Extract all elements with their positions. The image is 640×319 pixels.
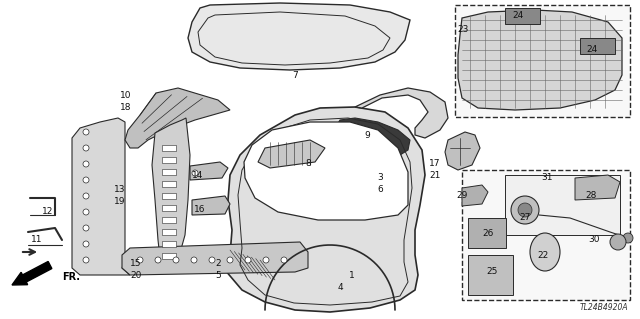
Text: 16: 16 [195,205,205,214]
Text: 9: 9 [364,130,370,139]
Bar [162,157,176,163]
Text: 8: 8 [305,159,311,167]
Text: 17: 17 [429,159,441,167]
Circle shape [192,170,198,176]
Circle shape [83,257,89,263]
Text: 23: 23 [458,26,468,34]
Circle shape [511,196,539,224]
Circle shape [155,257,161,263]
Polygon shape [122,242,308,275]
Circle shape [518,203,532,217]
Polygon shape [225,107,425,312]
Circle shape [83,241,89,247]
Polygon shape [355,88,448,138]
Text: 14: 14 [192,172,204,181]
Bar [455,5,630,117]
Text: FR.: FR. [62,272,80,282]
Text: 19: 19 [115,197,125,206]
Circle shape [83,193,89,199]
Bar [505,175,620,235]
Text: 1: 1 [349,271,355,280]
Bar [162,145,176,151]
Bar [580,38,615,54]
Polygon shape [445,132,480,170]
Ellipse shape [530,233,560,271]
Circle shape [191,257,197,263]
Polygon shape [72,118,130,275]
Text: 22: 22 [538,250,548,259]
Bar [462,170,630,300]
Text: 5: 5 [215,271,221,279]
Text: 27: 27 [519,213,531,222]
Text: 24: 24 [513,11,524,20]
Text: 29: 29 [456,191,468,201]
Circle shape [209,257,215,263]
Circle shape [227,257,233,263]
Polygon shape [192,196,230,215]
Bar [162,193,176,199]
Polygon shape [337,118,410,155]
Circle shape [263,257,269,263]
Text: 31: 31 [541,174,553,182]
FancyArrow shape [12,262,52,285]
Circle shape [83,145,89,151]
Circle shape [83,161,89,167]
Bar [162,169,176,175]
Text: TL24B4920A: TL24B4920A [579,303,628,312]
Text: 7: 7 [292,70,298,79]
Polygon shape [458,10,622,110]
Polygon shape [190,162,228,180]
Circle shape [83,177,89,183]
Bar [505,8,540,24]
Text: 20: 20 [131,271,141,279]
Bar [162,181,176,187]
Bar [468,255,513,295]
Text: 4: 4 [337,284,343,293]
Text: 21: 21 [429,170,441,180]
Circle shape [281,257,287,263]
Polygon shape [152,118,190,262]
Polygon shape [258,140,325,168]
Polygon shape [462,185,488,206]
Text: 13: 13 [115,186,125,195]
Polygon shape [188,3,410,70]
Text: 18: 18 [120,103,132,113]
Text: 24: 24 [586,46,598,55]
Polygon shape [575,175,620,200]
Text: 12: 12 [42,206,54,216]
Bar [162,205,176,211]
Circle shape [173,257,179,263]
Text: 26: 26 [483,229,493,239]
Circle shape [83,209,89,215]
Text: 28: 28 [586,191,596,201]
Bar [162,229,176,235]
Polygon shape [244,122,408,220]
Circle shape [137,257,143,263]
Circle shape [610,234,626,250]
Text: 10: 10 [120,92,132,100]
Circle shape [83,225,89,231]
Circle shape [245,257,251,263]
Text: 11: 11 [31,234,43,243]
Text: 2: 2 [215,258,221,268]
Bar [162,253,176,259]
Text: 25: 25 [486,268,498,277]
Circle shape [623,233,633,243]
Text: 15: 15 [131,258,141,268]
Bar [468,218,506,248]
Circle shape [83,129,89,135]
Text: 3: 3 [377,174,383,182]
Text: 30: 30 [588,235,600,244]
Bar [162,241,176,247]
Bar [162,217,176,223]
Text: 6: 6 [377,186,383,195]
Polygon shape [125,88,230,148]
